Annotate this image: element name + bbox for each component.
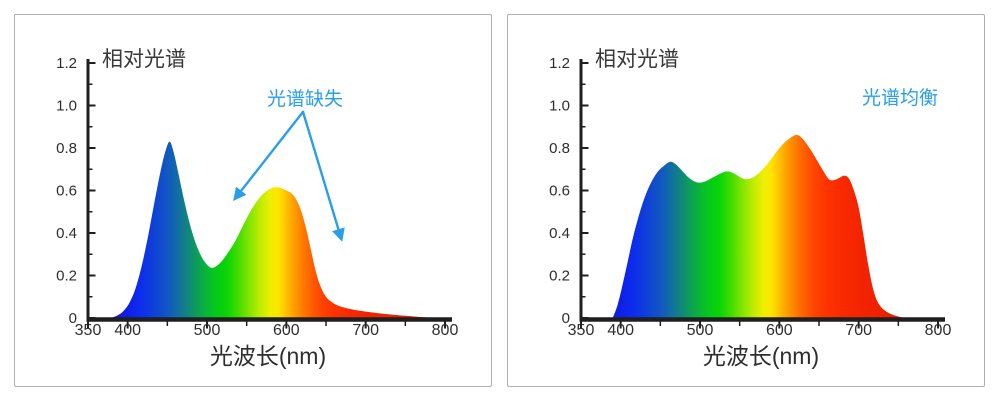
annotation-spectrum-balanced: 光谱均衡 — [862, 87, 938, 109]
y-tick-label: 0.4 — [56, 225, 77, 242]
y-tick-label: 1.0 — [56, 98, 77, 115]
annotation-arrow — [301, 110, 345, 242]
spectrum-chart-left: 相对光谱 0 0.2 0.4 0.6 0.8 1.0 1.2 350 400 5… — [56, 48, 459, 369]
y-tick-label: 0 — [69, 310, 77, 327]
x-tick-label: 800 — [925, 322, 952, 339]
y-tick-label: 1.2 — [56, 55, 77, 72]
spectrum-area — [110, 141, 438, 318]
chart-title: 相对光谱 — [102, 48, 186, 71]
x-tick-label: 400 — [607, 322, 634, 339]
chart-title: 相对光谱 — [595, 48, 679, 71]
x-tick-label: 500 — [194, 322, 221, 339]
x-tick-label: 700 — [845, 322, 872, 339]
plot-area — [86, 59, 452, 329]
x-axis-label: 光波长(nm) — [210, 343, 326, 369]
y-tick-label: 0.6 — [549, 183, 570, 200]
annotation-spectrum-missing: 光谱缺失 — [267, 88, 343, 110]
x-tick-label: 400 — [114, 322, 141, 339]
x-tick-label: 350 — [75, 322, 102, 339]
y-tick-label: 0.2 — [549, 268, 570, 285]
y-tick-label: 1.0 — [549, 98, 570, 115]
x-tick-label: 600 — [273, 322, 300, 339]
spectrum-panel-left: 相对光谱 0 0.2 0.4 0.6 0.8 1.0 1.2 350 400 5… — [14, 14, 492, 387]
x-axis-label: 光波长(nm) — [703, 343, 819, 369]
y-tick-label: 0.6 — [56, 183, 77, 200]
plot-area — [579, 59, 945, 329]
y-tick-label: 0.8 — [56, 140, 77, 157]
spectrum-panel-right: 相对光谱 0 0.2 0.4 0.6 0.8 1.0 1.2 350 400 5… — [507, 14, 985, 387]
y-tick-label: 0.8 — [549, 140, 570, 157]
y-tick-label: 0 — [562, 310, 570, 327]
x-tick-label: 350 — [568, 322, 595, 339]
y-tick-label: 1.2 — [549, 55, 570, 72]
x-tick-label: 800 — [432, 322, 459, 339]
y-tick-label: 0.4 — [549, 225, 570, 242]
x-tick-label: 700 — [352, 322, 379, 339]
x-tick-label: 500 — [687, 322, 714, 339]
spectrum-area — [612, 134, 905, 318]
annotation-arrow — [233, 110, 305, 202]
y-tick-label: 0.2 — [56, 268, 77, 285]
x-tick-label: 600 — [766, 322, 793, 339]
spectrum-chart-right: 相对光谱 0 0.2 0.4 0.6 0.8 1.0 1.2 350 400 5… — [549, 48, 952, 369]
